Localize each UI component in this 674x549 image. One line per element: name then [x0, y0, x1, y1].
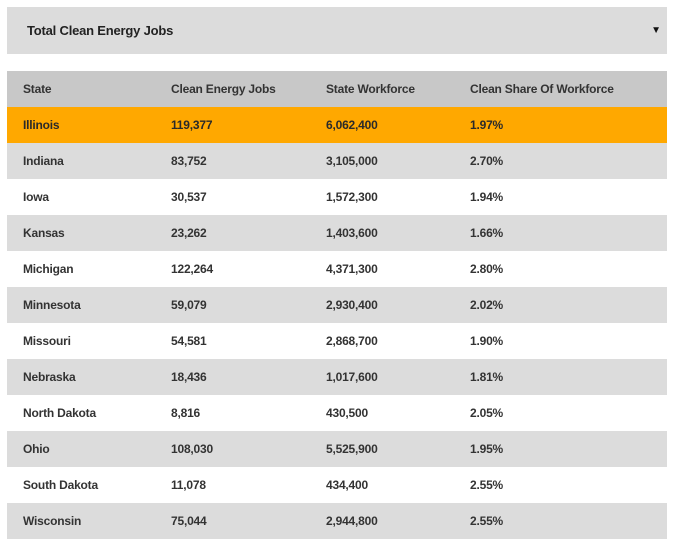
cell-clean-energy-jobs: 122,264	[155, 251, 310, 287]
cell-clean-energy-jobs: 30,537	[155, 179, 310, 215]
column-header-clean-share[interactable]: Clean Share Of Workforce	[454, 71, 667, 107]
table-row[interactable]: Wisconsin 75,044 2,944,800 2.55%	[7, 503, 667, 539]
cell-state: Nebraska	[7, 359, 155, 395]
table-row[interactable]: Ohio 108,030 5,525,900 1.95%	[7, 431, 667, 467]
table-row[interactable]: Minnesota 59,079 2,930,400 2.02%	[7, 287, 667, 323]
table-row[interactable]: Indiana 83,752 3,105,000 2.70%	[7, 143, 667, 179]
cell-clean-share: 2.55%	[454, 467, 667, 503]
cell-clean-share: 1.97%	[454, 107, 667, 143]
cell-state: Illinois	[7, 107, 155, 143]
cell-clean-share: 2.05%	[454, 395, 667, 431]
table-row[interactable]: Kansas 23,262 1,403,600 1.66%	[7, 215, 667, 251]
cell-state: North Dakota	[7, 395, 155, 431]
cell-state: South Dakota	[7, 467, 155, 503]
table-row[interactable]: Illinois 119,377 6,062,400 1.97%	[7, 107, 667, 143]
cell-clean-share: 2.80%	[454, 251, 667, 287]
cell-clean-share: 2.70%	[454, 143, 667, 179]
cell-state: Missouri	[7, 323, 155, 359]
cell-state: Ohio	[7, 431, 155, 467]
cell-state-workforce: 2,930,400	[310, 287, 454, 323]
cell-clean-energy-jobs: 83,752	[155, 143, 310, 179]
cell-clean-share: 1.95%	[454, 431, 667, 467]
cell-state-workforce: 1,017,600	[310, 359, 454, 395]
cell-state: Minnesota	[7, 287, 155, 323]
cell-state: Michigan	[7, 251, 155, 287]
metric-dropdown-label: Total Clean Energy Jobs	[27, 23, 174, 38]
cell-clean-share: 1.90%	[454, 323, 667, 359]
cell-state: Iowa	[7, 179, 155, 215]
table-row[interactable]: South Dakota 11,078 434,400 2.55%	[7, 467, 667, 503]
cell-state-workforce: 430,500	[310, 395, 454, 431]
cell-state: Wisconsin	[7, 503, 155, 539]
cell-state: Kansas	[7, 215, 155, 251]
column-header-state-workforce[interactable]: State Workforce	[310, 71, 454, 107]
table-row[interactable]: Missouri 54,581 2,868,700 1.90%	[7, 323, 667, 359]
column-header-state[interactable]: State	[7, 71, 155, 107]
triangle-down-icon: ▼	[651, 25, 661, 36]
cell-clean-energy-jobs: 108,030	[155, 431, 310, 467]
cell-clean-energy-jobs: 11,078	[155, 467, 310, 503]
cell-state-workforce: 2,868,700	[310, 323, 454, 359]
cell-clean-energy-jobs: 18,436	[155, 359, 310, 395]
cell-clean-energy-jobs: 23,262	[155, 215, 310, 251]
table-row[interactable]: Nebraska 18,436 1,017,600 1.81%	[7, 359, 667, 395]
column-header-clean-energy-jobs[interactable]: Clean Energy Jobs	[155, 71, 310, 107]
metric-dropdown[interactable]: Total Clean Energy Jobs ▼	[7, 7, 667, 54]
cell-state-workforce: 4,371,300	[310, 251, 454, 287]
clean-energy-table: State Clean Energy Jobs State Workforce …	[7, 71, 667, 539]
cell-clean-share: 2.55%	[454, 503, 667, 539]
cell-state-workforce: 434,400	[310, 467, 454, 503]
cell-state-workforce: 2,944,800	[310, 503, 454, 539]
cell-clean-energy-jobs: 75,044	[155, 503, 310, 539]
cell-state-workforce: 6,062,400	[310, 107, 454, 143]
table-header-row: State Clean Energy Jobs State Workforce …	[7, 71, 667, 107]
table-row[interactable]: Michigan 122,264 4,371,300 2.80%	[7, 251, 667, 287]
cell-clean-share: 1.94%	[454, 179, 667, 215]
cell-state-workforce: 5,525,900	[310, 431, 454, 467]
table-row[interactable]: Iowa 30,537 1,572,300 1.94%	[7, 179, 667, 215]
cell-clean-energy-jobs: 59,079	[155, 287, 310, 323]
cell-state-workforce: 1,403,600	[310, 215, 454, 251]
cell-clean-energy-jobs: 119,377	[155, 107, 310, 143]
cell-clean-share: 2.02%	[454, 287, 667, 323]
cell-clean-energy-jobs: 54,581	[155, 323, 310, 359]
cell-state-workforce: 3,105,000	[310, 143, 454, 179]
cell-clean-share: 1.81%	[454, 359, 667, 395]
cell-state-workforce: 1,572,300	[310, 179, 454, 215]
cell-clean-energy-jobs: 8,816	[155, 395, 310, 431]
cell-clean-share: 1.66%	[454, 215, 667, 251]
table-row[interactable]: North Dakota 8,816 430,500 2.05%	[7, 395, 667, 431]
cell-state: Indiana	[7, 143, 155, 179]
